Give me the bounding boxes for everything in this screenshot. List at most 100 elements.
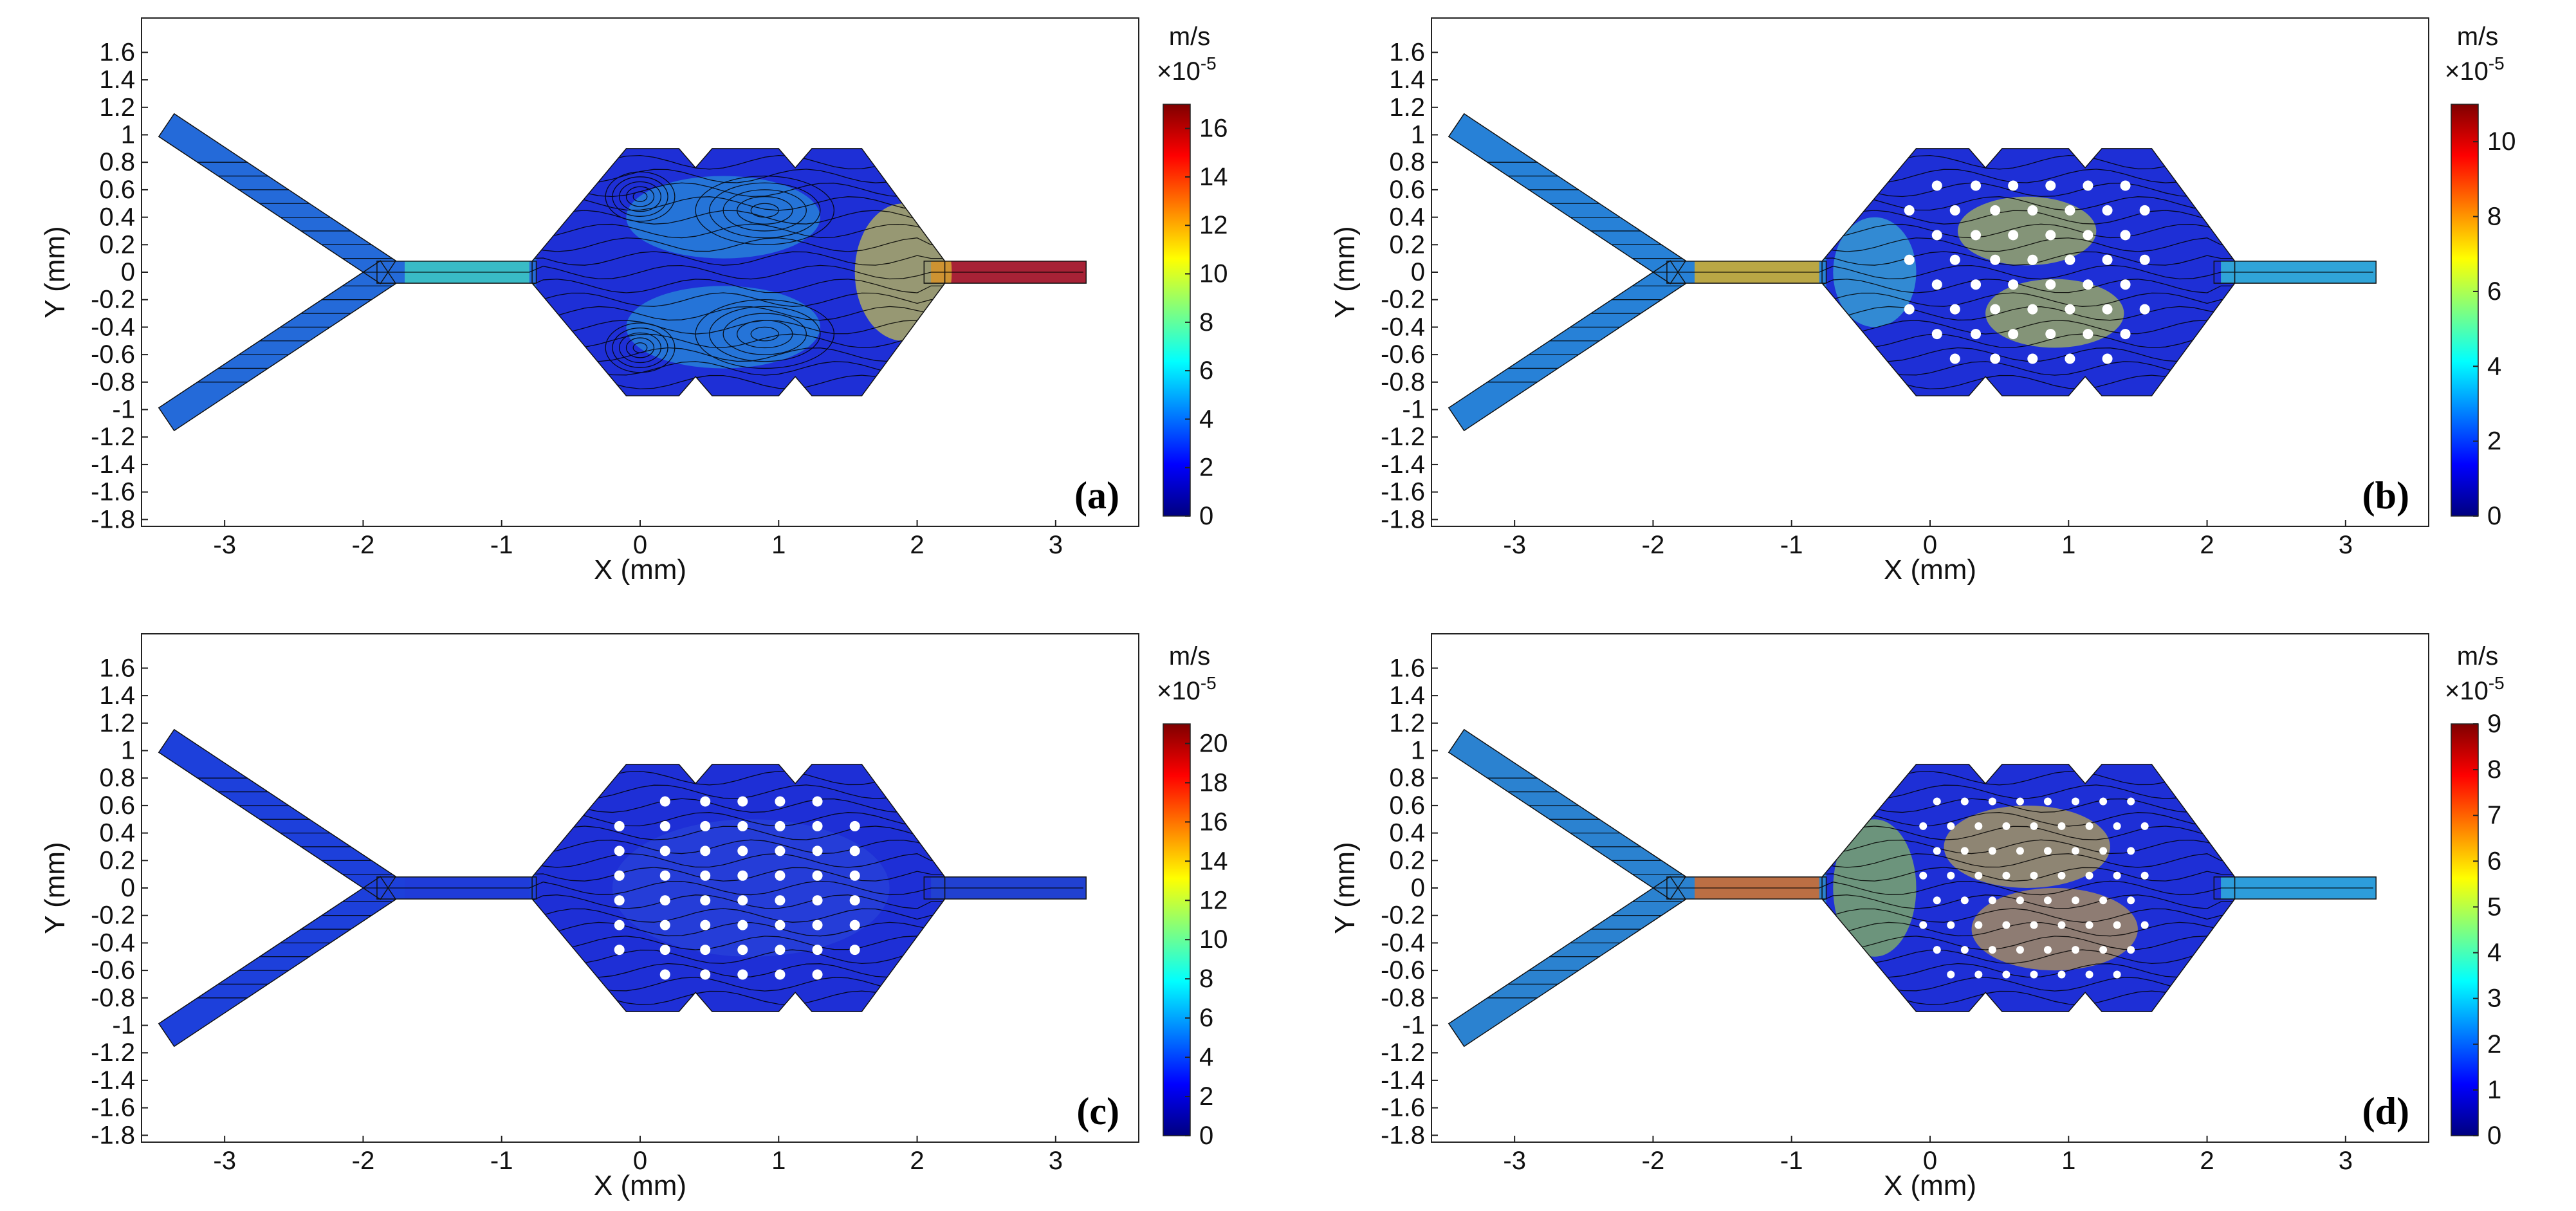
pillar (1931, 329, 1942, 340)
pillar (700, 895, 711, 906)
pillar (2139, 205, 2150, 216)
colorbar-tick-label: 5 (2487, 892, 2501, 921)
pillar (2045, 279, 2056, 290)
pillar (2045, 230, 2056, 241)
colorbar-tick-label: 8 (2487, 755, 2501, 784)
pillar (1904, 205, 1915, 216)
pillar (2072, 946, 2080, 954)
x-tick-label: -1 (490, 1147, 513, 1175)
pillar (2083, 230, 2093, 241)
pillar (2057, 970, 2066, 979)
panel-label: (a) (1074, 474, 1119, 517)
x-tick-label: 1 (2061, 1147, 2075, 1175)
pillar (1974, 970, 1983, 979)
y-tick-label: 0.2 (1389, 230, 1425, 259)
colorbar-tick-label: 7 (2487, 801, 2501, 829)
y-tick-label: 1.2 (99, 93, 135, 122)
y-tick-label: -0.8 (1381, 984, 1425, 1012)
x-tick-label: -1 (490, 531, 513, 559)
colorbar-tick-label: 0 (2487, 1122, 2501, 1150)
y-tick-label: 1 (1411, 120, 1425, 149)
pillar (1971, 279, 1982, 290)
pillar (2043, 847, 2052, 855)
pillar (2057, 921, 2066, 929)
pillar (2099, 797, 2108, 806)
pillar (1947, 871, 1955, 880)
colorbar-unit: m/s (2457, 23, 2498, 51)
pillar (1971, 230, 1982, 241)
colorbar-gradient (2451, 723, 2479, 1136)
y-tick-label: 1.4 (99, 681, 135, 710)
x-axis-label: X (mm) (594, 554, 686, 586)
colorbar-tick-label: 6 (2487, 847, 2501, 875)
pillar (2099, 896, 2108, 905)
pillar (2043, 896, 2052, 905)
colorbar-unit: m/s (1169, 642, 1210, 670)
colorbar-tick-label: 12 (1199, 211, 1228, 239)
colorbar: m/s×10-5 10 8 6 4 2 0 (2445, 23, 2516, 530)
y-tick-label: 0.2 (99, 230, 135, 259)
x-tick-label: -2 (1642, 1147, 1665, 1175)
y-tick-label: -0.8 (91, 984, 135, 1012)
y-tick-label: -1.2 (91, 423, 135, 451)
x-ticks: -3 -2 -1 0 1 2 3 (213, 1136, 1063, 1175)
colorbar-tick-label: 8 (2487, 203, 2501, 231)
panel-label: (c) (1076, 1090, 1119, 1132)
y-ticks: 1.61.41.210.80.60.40.20-0.2-0.4-0.6-0.8-… (91, 654, 148, 1149)
y-ticks: 1.61.41.210.80.60.40.20-0.2-0.4-0.6-0.8-… (1381, 38, 1438, 533)
y-tick-label: 0.8 (1389, 148, 1425, 176)
x-tick-label: -1 (1780, 531, 1803, 559)
pillar (2027, 304, 2038, 315)
y-tick-label: 0.4 (1389, 819, 1425, 847)
pillar (2008, 180, 2019, 191)
pillar (2057, 822, 2066, 830)
colorbar: m/s ×10-5 9 8 7 6 5 4 3 2 1 0 (2445, 642, 2505, 1150)
pillar (2085, 970, 2093, 979)
y-tick-label: 1.6 (1389, 38, 1425, 66)
pillar (2043, 797, 2052, 806)
pillar (2008, 329, 2019, 340)
pillar (614, 920, 625, 930)
pillar (1919, 822, 1927, 830)
colorbar-tick-label: 0 (1199, 1122, 1213, 1150)
pillar (659, 846, 670, 856)
colorbar-tick-label: 4 (1199, 405, 1213, 433)
pillar (775, 895, 786, 906)
colorbar-tick-label: 6 (1199, 356, 1213, 385)
y-tick-label: -1.6 (1381, 1094, 1425, 1122)
pillar (1990, 353, 2001, 364)
pillar (2113, 871, 2121, 880)
pillar (2083, 180, 2093, 191)
pillar (2008, 230, 2019, 241)
pillar (775, 945, 786, 956)
pillar (775, 820, 786, 831)
pillar (700, 920, 711, 930)
pillar (1990, 254, 2001, 265)
pillar (812, 796, 823, 807)
y-tick-label: -0.6 (1381, 956, 1425, 985)
y-tick-label: 1 (121, 120, 135, 149)
y-tick-label: 0.8 (1389, 764, 1425, 792)
pillar (2127, 797, 2135, 806)
pillar (614, 870, 625, 881)
pillar (2099, 946, 2108, 954)
pillar-array (614, 796, 860, 980)
pillar (2027, 254, 2038, 265)
pillar (1988, 946, 1996, 954)
pillar (659, 920, 670, 930)
y-tick-label: 0 (1411, 258, 1425, 286)
y-tick-label: -1.4 (1381, 450, 1425, 479)
x-tick-label: 3 (1049, 1147, 1063, 1175)
colorbar-tick-label: 8 (1199, 308, 1213, 337)
pillar (1960, 896, 1969, 905)
pillar (2065, 353, 2075, 364)
y-tick-label: -1 (1402, 396, 1425, 424)
y-axis-label: Y (mm) (39, 842, 71, 934)
x-tick-label: 1 (771, 1147, 786, 1175)
pillar (614, 945, 625, 956)
pillar (2139, 304, 2150, 315)
colorbar-tick-label: 8 (1199, 965, 1213, 993)
pillar (2085, 822, 2093, 830)
pillar (614, 895, 625, 906)
y-tick-label: -1.2 (91, 1039, 135, 1067)
